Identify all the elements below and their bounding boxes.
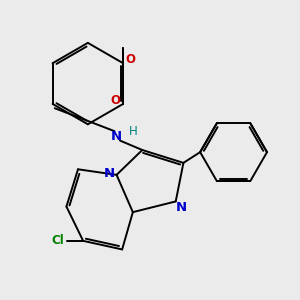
Text: N: N (175, 200, 186, 214)
Text: O: O (126, 53, 136, 66)
Text: N: N (111, 130, 122, 143)
Text: Cl: Cl (51, 234, 64, 248)
Text: N: N (104, 167, 115, 180)
Text: O: O (110, 94, 120, 107)
Text: H: H (129, 124, 138, 138)
